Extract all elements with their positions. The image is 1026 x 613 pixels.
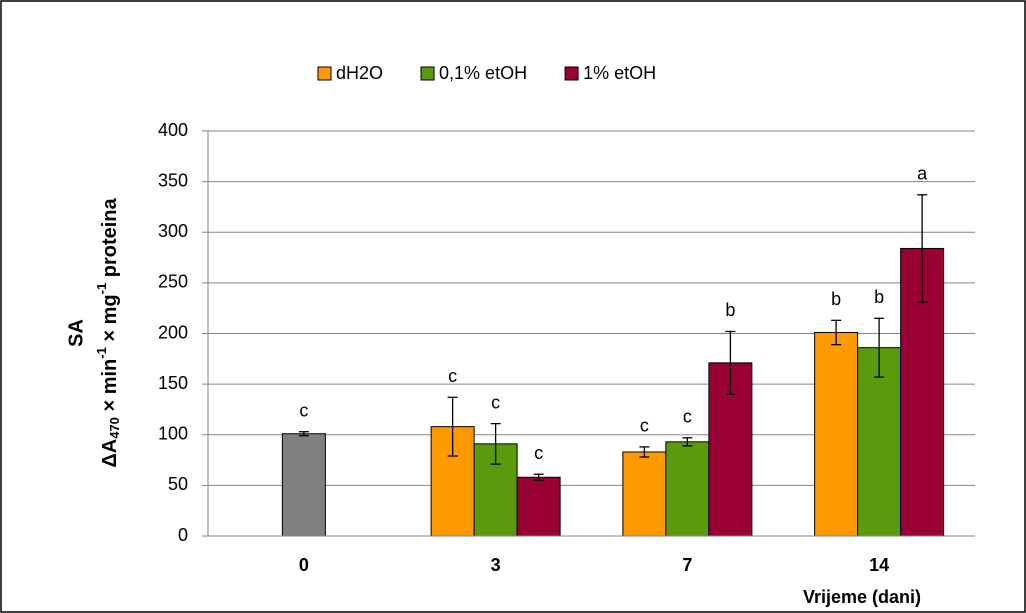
annotation: a	[917, 164, 928, 184]
y-label-part: -1	[94, 347, 109, 359]
annotation: c	[683, 407, 692, 427]
error-bar	[917, 194, 928, 303]
legend-swatch	[317, 66, 332, 81]
y-tick-label: 350	[158, 170, 188, 190]
x-tick-label: 3	[491, 555, 501, 575]
error-bar	[447, 396, 458, 457]
error-bar	[874, 317, 885, 378]
y-tick-label: 0	[178, 525, 188, 545]
x-tick-label: 7	[682, 555, 692, 575]
annotation: c	[299, 400, 308, 420]
y-axis-label: ΔA470 × min-1 × mg-1 proteina	[94, 197, 122, 467]
y-label-part: × min	[99, 359, 121, 417]
legend-swatch	[420, 66, 435, 81]
y-label-part: × mg	[99, 294, 121, 347]
legend-swatch	[564, 66, 579, 81]
y-tick-label: 100	[158, 424, 188, 444]
annotation: b	[725, 300, 735, 320]
error-bar	[682, 437, 693, 447]
annotation: c	[491, 392, 500, 412]
y-tick-label: 300	[158, 221, 188, 241]
y-label-part: 470	[107, 417, 122, 439]
error-bar	[490, 422, 501, 465]
y-label-part: -1	[94, 283, 109, 295]
annotation: c	[448, 366, 457, 386]
bar	[665, 441, 710, 537]
y-axis-title: SA	[65, 319, 87, 347]
annotation: c	[640, 416, 649, 436]
error-bar	[639, 446, 650, 458]
bar	[281, 433, 326, 537]
y-label-part: proteina	[99, 197, 121, 282]
annotation: b	[874, 287, 884, 307]
error-bar	[533, 473, 544, 481]
legend-label: 1% etOH	[583, 63, 656, 83]
legend-label: 0,1% etOH	[439, 63, 527, 83]
y-label-part: ΔA	[99, 439, 121, 468]
legend-label: dH2O	[336, 63, 383, 83]
bar	[814, 331, 859, 537]
x-tick-label: 0	[299, 555, 309, 575]
y-axis-label-group: SA ΔA470 × min-1 × mg-1 proteina	[65, 197, 122, 467]
error-bar	[831, 319, 842, 346]
y-tick-label: 400	[158, 120, 188, 140]
y-tick-label: 50	[168, 474, 188, 494]
y-tick-label: 200	[158, 322, 188, 342]
x-tick-label: 14	[869, 555, 889, 575]
error-bar	[725, 330, 736, 395]
bar	[622, 451, 667, 537]
annotation: b	[831, 289, 841, 309]
x-axis-label: Vrijeme (dani)	[803, 587, 921, 607]
annotation: c	[534, 443, 543, 463]
y-tick-label: 150	[158, 373, 188, 393]
error-bar	[298, 431, 309, 437]
y-tick-label: 250	[158, 272, 188, 292]
bar	[516, 476, 561, 537]
